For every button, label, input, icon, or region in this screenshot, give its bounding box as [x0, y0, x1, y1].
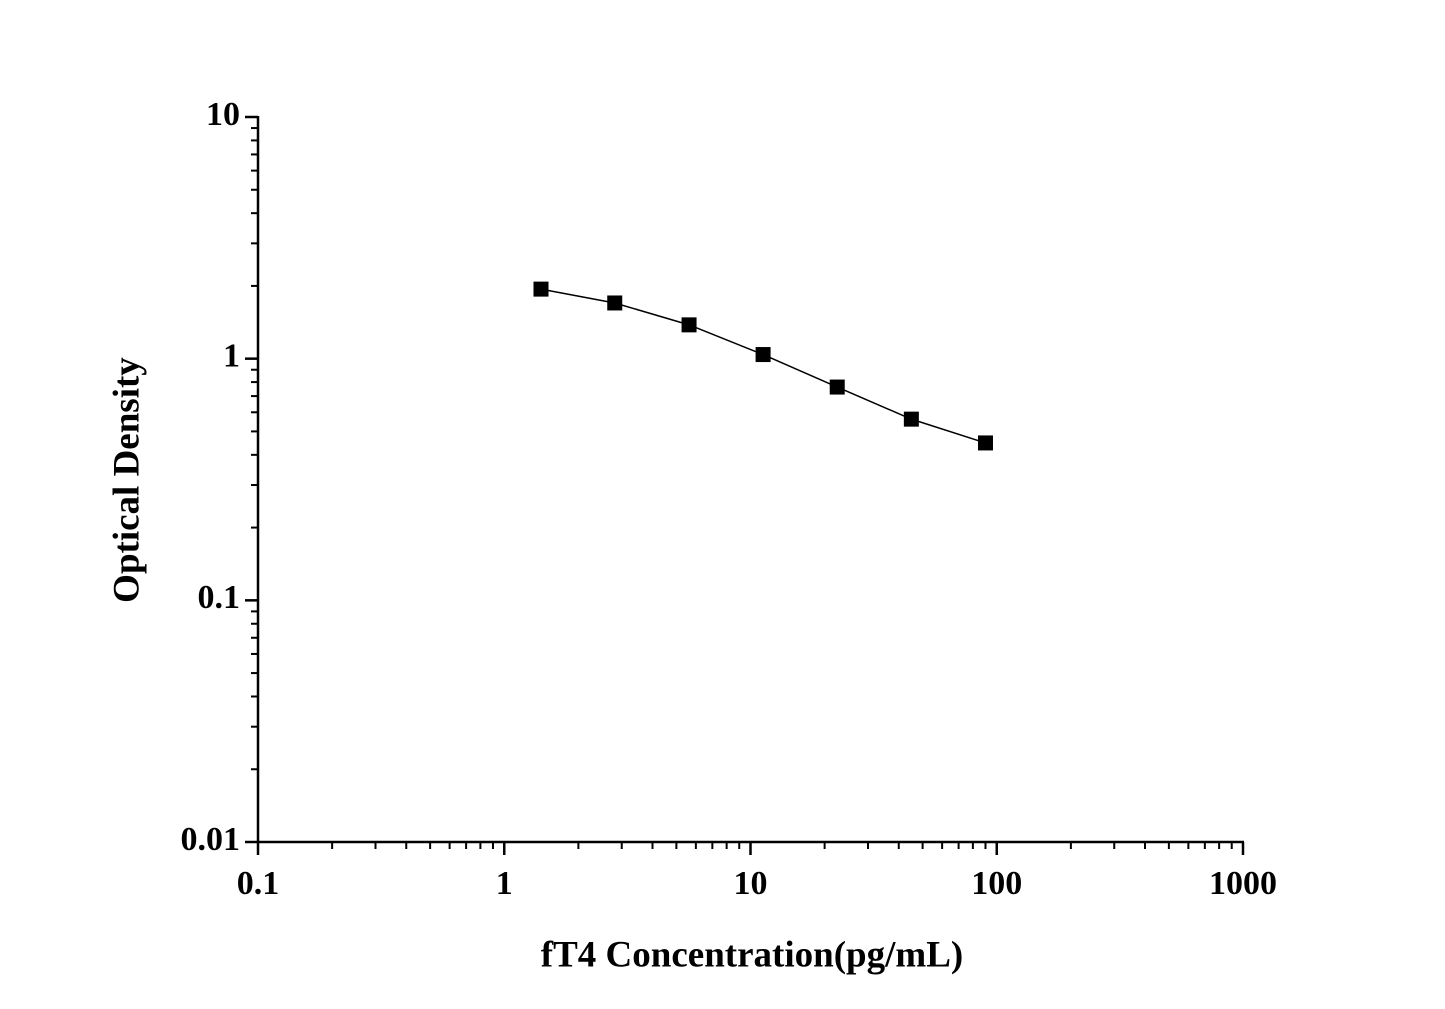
marker [755, 347, 771, 363]
marker [903, 411, 919, 427]
x-tick-label: 100 [971, 865, 1022, 902]
y-tick-label: 10 [206, 96, 240, 133]
y-tick-label: 0.1 [198, 579, 241, 616]
x-tick-label: 1 [496, 865, 513, 902]
y-tick-label: 0.01 [181, 821, 241, 858]
marker [533, 281, 549, 297]
marker [607, 295, 623, 311]
x-tick-label: 10 [734, 865, 768, 902]
x-tick-label: 0.1 [237, 865, 280, 902]
y-axis-label: Optical Density [106, 357, 147, 603]
marker [681, 317, 697, 333]
y-tick-label: 1 [223, 337, 240, 374]
x-axis-label: fT4 Concentration(pg/mL) [541, 934, 963, 975]
x-tick-label: 1000 [1209, 865, 1277, 902]
marker [977, 435, 993, 451]
marker [829, 379, 845, 395]
